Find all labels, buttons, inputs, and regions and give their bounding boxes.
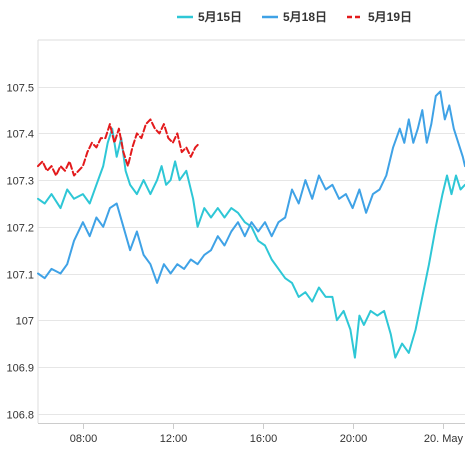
x-axis: 08:00 12:00 16:00 20:00 20. May <box>38 423 465 445</box>
y-tick-label: 106.9 <box>6 363 34 375</box>
legend: 5月15日 5月18日 5月19日 <box>177 10 412 24</box>
y-tick-label: 107.2 <box>6 223 34 235</box>
legend-label: 5月19日 <box>368 10 412 24</box>
series-line-0[interactable] <box>37 127 465 359</box>
y-tick-label: 107.4 <box>6 129 34 141</box>
y-tick-label: 107 <box>16 316 34 328</box>
legend-item-1[interactable]: 5月18日 <box>262 10 327 24</box>
y-axis: 106.8 106.9 107 107.1 107.2 107.3 107.4 107.5 <box>6 83 34 422</box>
y-tick-label: 107.1 <box>6 270 34 282</box>
x-tick-label: 20. May <box>424 433 464 445</box>
x-tick-label: 20:00 <box>340 433 368 445</box>
x-tick-label: 16:00 <box>250 433 278 445</box>
series-line-2[interactable] <box>37 118 201 177</box>
x-tick-label: 08:00 <box>70 433 98 445</box>
y-tick-label: 106.8 <box>6 410 34 422</box>
legend-label: 5月18日 <box>283 10 327 24</box>
y-tick-label: 107.3 <box>6 176 34 188</box>
series-layer <box>37 90 465 359</box>
grid <box>37 39 465 423</box>
x-tick-label: 12:00 <box>160 433 188 445</box>
series-line-1[interactable] <box>37 90 465 284</box>
legend-item-0[interactable]: 5月15日 <box>177 10 242 24</box>
y-tick-label: 107.5 <box>6 83 34 95</box>
legend-item-2[interactable]: 5月19日 <box>347 10 412 24</box>
legend-label: 5月15日 <box>198 10 242 24</box>
